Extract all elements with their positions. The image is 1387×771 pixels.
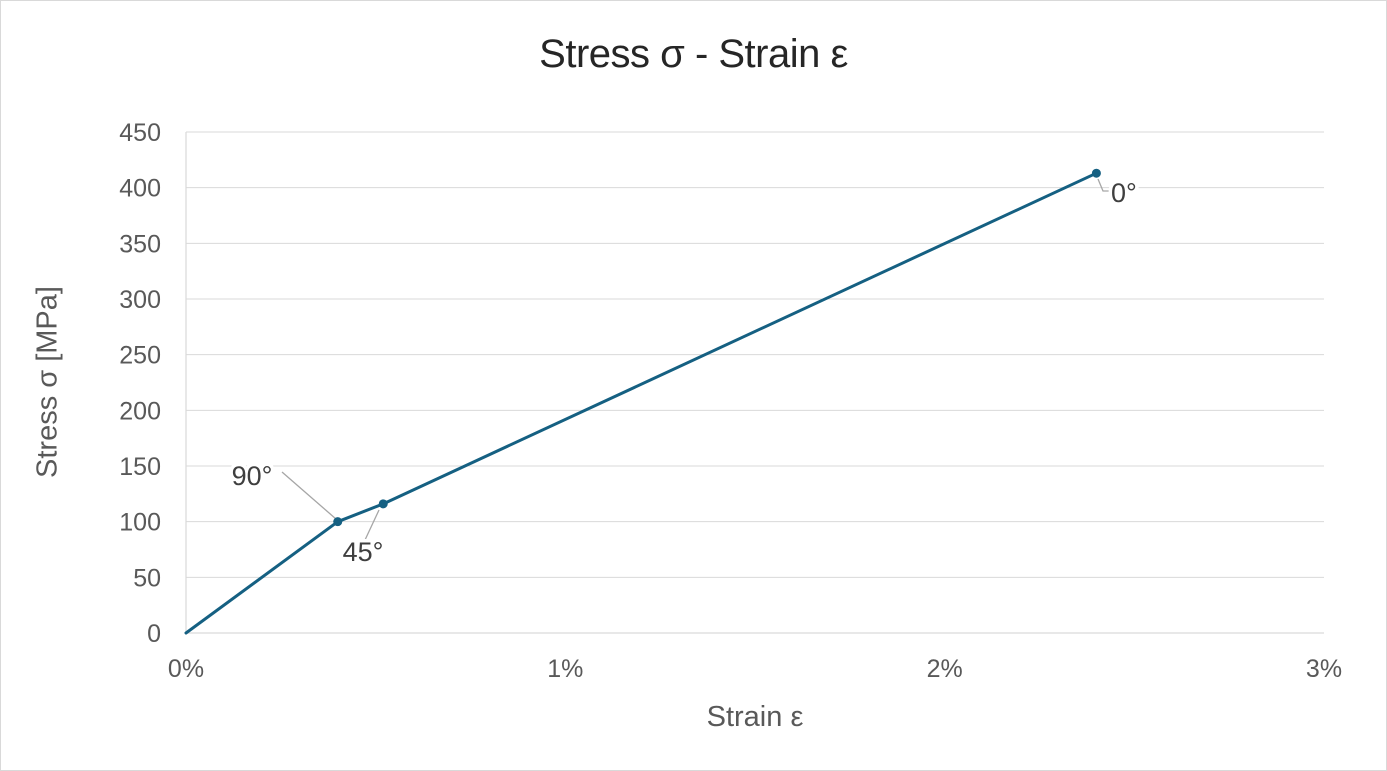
data-point-label: 0° — [1111, 178, 1137, 208]
x-tick-label: 2% — [927, 655, 963, 683]
series-line — [184, 171, 1098, 635]
chart-title: Stress σ - Strain ε — [539, 32, 848, 76]
data-point-label: 90° — [232, 461, 273, 491]
y-tick-label: 100 — [119, 509, 161, 537]
x-tick-label: 3% — [1306, 655, 1342, 683]
x-tick-label: 1% — [547, 655, 583, 683]
y-tick-label: 200 — [119, 397, 161, 425]
y-tick-label: 300 — [119, 286, 161, 314]
data-point-label: 45° — [343, 537, 384, 567]
x-tick-label: 0% — [168, 655, 204, 683]
data-point-marker — [378, 499, 388, 509]
y-tick-label: 400 — [119, 175, 161, 203]
y-tick-label: 450 — [119, 119, 161, 147]
annotation-leader-line — [364, 509, 380, 541]
x-axis-title: Strain ε — [706, 701, 804, 733]
y-tick-label: 250 — [119, 342, 161, 370]
data-point-marker — [333, 517, 343, 527]
annotation-leader-line — [281, 471, 337, 520]
y-tick-label: 50 — [133, 564, 161, 592]
data-point-marker — [1091, 168, 1101, 178]
y-tick-label: 0 — [147, 620, 161, 648]
y-tick-label: 150 — [119, 453, 161, 481]
y-tick-label: 350 — [119, 230, 161, 258]
annotation-leader-line — [1097, 178, 1109, 192]
